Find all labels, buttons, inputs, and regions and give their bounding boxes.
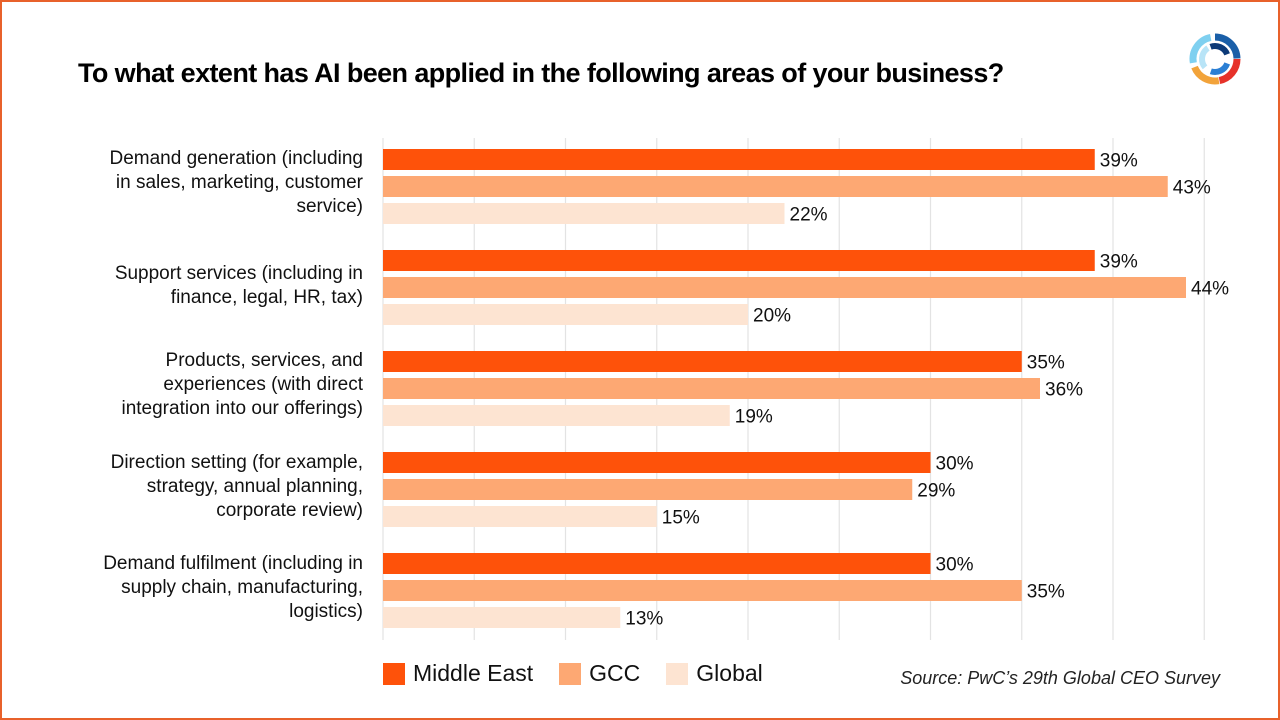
category-label-direction-setting: Direction setting (for example, strategy… <box>60 451 363 523</box>
bar-global-1 <box>383 304 748 325</box>
category-label-line: logistics) <box>289 601 363 622</box>
legend-item-global: Global <box>666 660 763 687</box>
legend-label-global: Global <box>696 660 763 686</box>
pwc-circular-logo-icon <box>1189 33 1241 85</box>
category-label-line: strategy, annual planning, <box>146 476 363 497</box>
data-label-global-1: 20% <box>753 306 791 327</box>
bar-gcc-2 <box>383 378 1040 399</box>
category-label-line: in sales, marketing, customer <box>115 172 363 193</box>
data-label-middle-east-2: 35% <box>1027 353 1065 374</box>
category-label-line: service) <box>296 196 363 217</box>
bar-middle-east-3 <box>383 452 931 473</box>
legend-swatch-global <box>666 662 689 685</box>
category-label-demand-generation: Demand generation (including in sales, m… <box>60 147 364 219</box>
category-label-line: Demand generation (including <box>109 148 364 169</box>
data-label-middle-east-4: 30% <box>936 555 974 576</box>
data-label-middle-east-0: 39% <box>1100 151 1138 172</box>
category-label-line: finance, legal, HR, tax) <box>170 287 363 308</box>
data-label-global-2: 19% <box>735 407 773 428</box>
legend-item-middle-east: Middle East <box>383 660 533 687</box>
bar-gcc-1 <box>383 277 1186 298</box>
category-label-line: Direction setting (for example, <box>110 452 363 473</box>
legend-label-gcc: GCC <box>589 660 641 686</box>
legend-swatch-middle-east <box>383 662 405 685</box>
bar-global-0 <box>383 203 785 224</box>
bar-gcc-3 <box>383 479 913 500</box>
source-note: Source: PwC’s 29th Global CEO Survey <box>900 668 1220 688</box>
category-label-line: Demand fulfilment (including in <box>103 553 363 574</box>
category-label-line: corporate review) <box>216 500 363 521</box>
data-label-middle-east-1: 39% <box>1100 252 1138 273</box>
bar-global-2 <box>383 405 730 426</box>
data-label-global-0: 22% <box>790 205 828 226</box>
legend-label-middle-east: Middle East <box>413 660 534 686</box>
data-labels: 39% 43% 22% 39% 44% 20% 35% 36% 19% 30% 29% 15% 30% 3… <box>625 151 1229 630</box>
category-label-demand-fulfilment: Demand fulfilment (including in supply c… <box>60 552 363 624</box>
bar-middle-east-2 <box>383 351 1022 372</box>
data-label-gcc-0: 43% <box>1173 178 1211 199</box>
data-label-gcc-1: 44% <box>1191 279 1229 300</box>
legend-swatch-gcc <box>559 662 582 685</box>
category-label-products-services: Products, services, and experiences (wit… <box>60 349 363 421</box>
bar-global-3 <box>383 506 657 527</box>
bar-middle-east-0 <box>383 149 1095 170</box>
legend: Middle East GCC Global <box>383 660 789 687</box>
data-label-global-4: 13% <box>625 609 663 630</box>
bar-gcc-4 <box>383 580 1022 601</box>
data-label-global-3: 15% <box>662 508 700 529</box>
bar-middle-east-1 <box>383 250 1095 271</box>
data-label-gcc-4: 35% <box>1027 582 1065 603</box>
chart-title: To what extent has AI been applied in th… <box>78 58 1004 88</box>
category-label-line: Support services (including in <box>114 263 363 284</box>
category-label-line: Products, services, and <box>165 350 363 371</box>
data-label-gcc-3: 29% <box>917 481 955 502</box>
legend-item-gcc: GCC <box>559 660 640 687</box>
bar-gcc-0 <box>383 176 1168 197</box>
bar-global-4 <box>383 607 621 628</box>
category-label-line: supply chain, manufacturing, <box>121 577 363 598</box>
category-label-line: experiences (with direct <box>163 374 363 395</box>
bar-middle-east-4 <box>383 553 931 574</box>
bars <box>383 149 1186 628</box>
category-label-line: integration into our offerings) <box>121 398 363 419</box>
category-label-support-services: Support services (including in finance, … <box>60 262 363 310</box>
data-label-middle-east-3: 30% <box>936 454 974 475</box>
data-label-gcc-2: 36% <box>1045 380 1083 401</box>
